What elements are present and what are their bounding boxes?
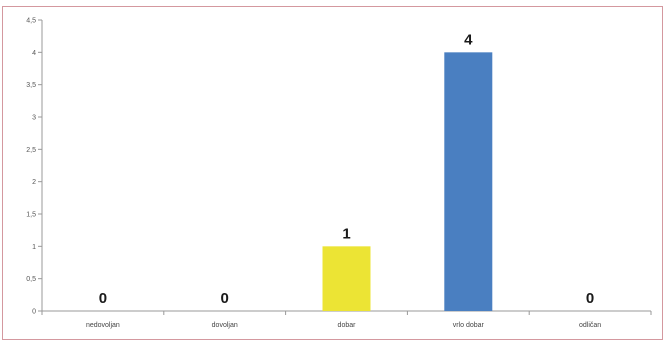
y-tick-label: 1,5 <box>26 212 36 219</box>
chart-frame: 0 0,5 1 1,5 2 2,5 3 3,5 4 4,5 0 nedovoljan 0 dovoljan… <box>2 6 663 340</box>
y-tick-label: 2,5 <box>26 147 36 154</box>
bar-chart: 0 0,5 1 1,5 2 2,5 3 3,5 4 4,5 0 nedovoljan 0 dovoljan… <box>26 18 652 329</box>
bar-dobar <box>322 246 371 311</box>
bar-vrlo-dobar <box>444 52 493 311</box>
data-label: 0 <box>99 290 107 307</box>
category-label: dobar <box>338 322 357 329</box>
data-label: 4 <box>464 31 473 48</box>
category-label: odličan <box>579 322 601 329</box>
y-tick-label: 4 <box>32 50 36 57</box>
data-label: 1 <box>342 225 350 242</box>
y-tick-label: 0,5 <box>26 276 36 283</box>
data-label: 0 <box>586 290 594 307</box>
y-tick-label: 0 <box>32 309 36 316</box>
y-tick-label: 3,5 <box>26 82 36 89</box>
y-tick-label: 4,5 <box>26 18 36 25</box>
y-tick-label: 1 <box>32 244 36 251</box>
y-tick-label: 2 <box>32 179 36 186</box>
data-label: 0 <box>221 290 229 307</box>
category-label: vrlo dobar <box>453 322 485 329</box>
category-label: dovoljan <box>212 322 238 329</box>
category-label: nedovoljan <box>86 322 120 329</box>
y-tick-label: 3 <box>32 115 36 122</box>
